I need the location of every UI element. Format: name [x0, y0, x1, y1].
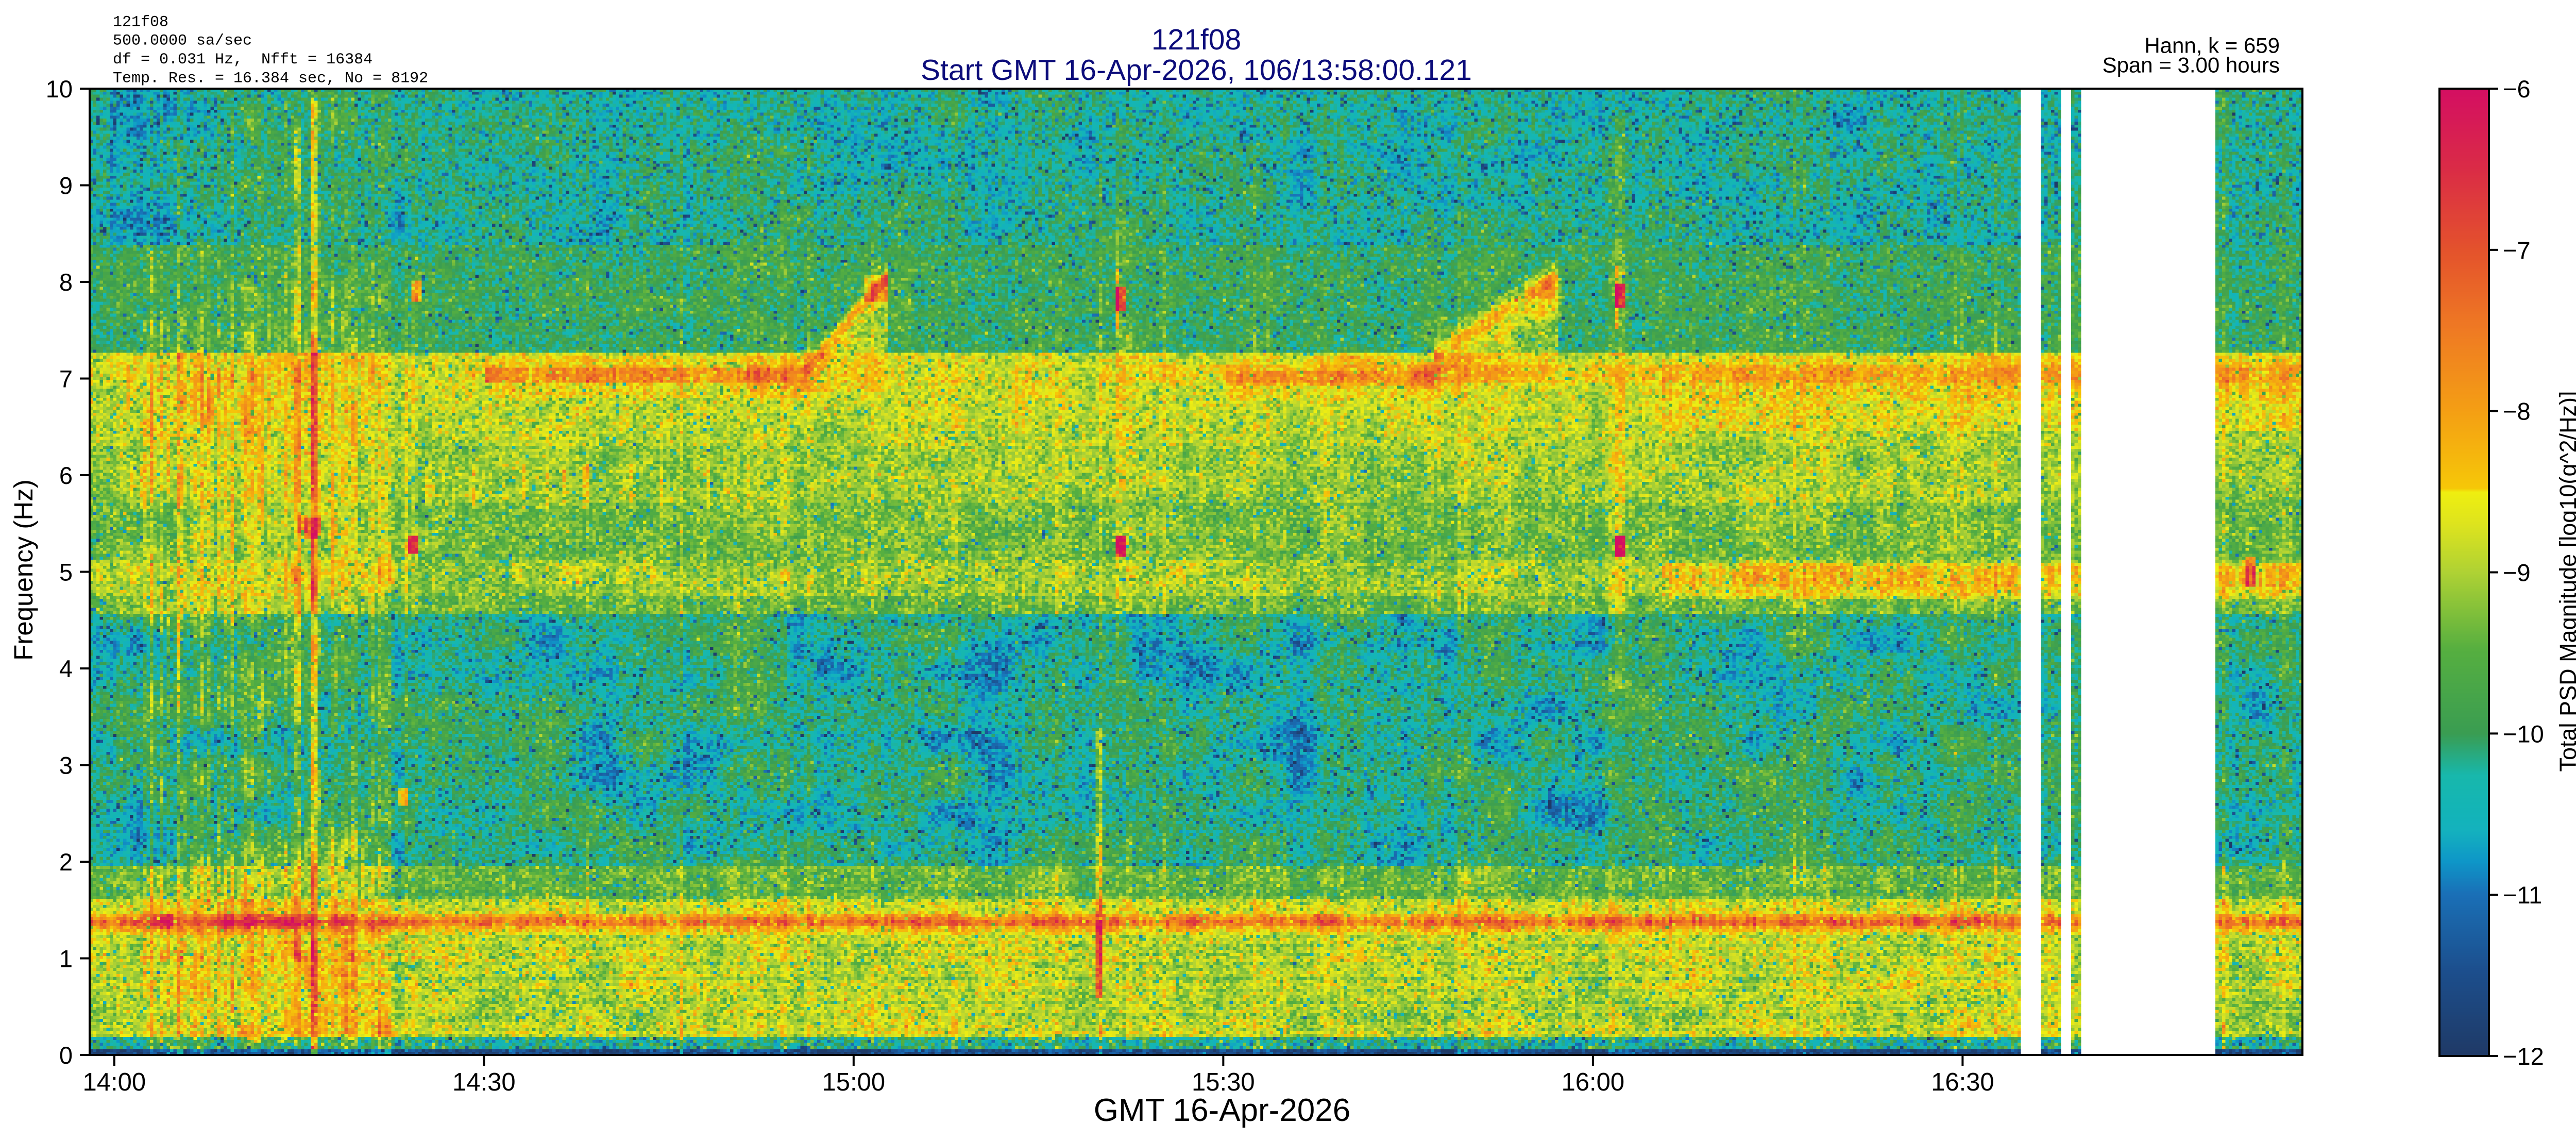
- svg-text:121f08: 121f08: [113, 13, 168, 31]
- svg-text:14:00: 14:00: [83, 1068, 146, 1096]
- svg-text:2: 2: [59, 848, 73, 876]
- svg-text:Total PSD Magnitude [log10(g^2: Total PSD Magnitude [log10(g^2/Hz)]: [2555, 391, 2576, 772]
- svg-text:−12: −12: [2503, 1043, 2544, 1070]
- svg-text:Temp. Res. = 16.384 sec, No =: Temp. Res. = 16.384 sec, No = 8192: [113, 70, 428, 87]
- svg-text:121f08: 121f08: [1151, 23, 1241, 56]
- svg-text:16:00: 16:00: [1562, 1068, 1625, 1096]
- svg-text:−10: −10: [2503, 720, 2544, 747]
- svg-text:df = 0.031 Hz, Nfft = 16384: df = 0.031 Hz, Nfft = 16384: [113, 51, 372, 69]
- svg-text:9: 9: [59, 172, 73, 199]
- svg-text:5: 5: [59, 559, 73, 586]
- svg-text:6: 6: [59, 462, 73, 489]
- svg-text:14:30: 14:30: [452, 1068, 516, 1096]
- svg-text:−6: −6: [2503, 75, 2531, 103]
- svg-text:8: 8: [59, 269, 73, 296]
- svg-text:−11: −11: [2503, 881, 2542, 909]
- svg-text:−8: −8: [2503, 398, 2531, 425]
- svg-text:0: 0: [59, 1042, 73, 1069]
- svg-text:Hann, k = 659: Hann, k = 659: [2144, 33, 2280, 58]
- svg-text:3: 3: [59, 752, 73, 779]
- svg-text:15:00: 15:00: [822, 1068, 886, 1096]
- svg-text:GMT 16-Apr-2026: GMT 16-Apr-2026: [1094, 1093, 1351, 1128]
- svg-text:Start GMT 16-Apr-2026, 106/13:: Start GMT 16-Apr-2026, 106/13:58:00.121: [921, 54, 1472, 87]
- svg-text:500.0000 sa/sec: 500.0000 sa/sec: [113, 32, 252, 50]
- svg-text:7: 7: [59, 365, 73, 393]
- svg-text:4: 4: [59, 655, 73, 682]
- svg-text:10: 10: [46, 75, 73, 103]
- svg-text:Frequency (Hz): Frequency (Hz): [9, 479, 38, 660]
- svg-text:Span = 3.00 hours: Span = 3.00 hours: [2103, 53, 2280, 77]
- svg-text:1: 1: [59, 945, 73, 973]
- svg-text:16:30: 16:30: [1931, 1068, 1994, 1096]
- svg-text:15:30: 15:30: [1192, 1068, 1255, 1096]
- svg-text:−7: −7: [2503, 237, 2531, 264]
- svg-text:−9: −9: [2503, 559, 2531, 586]
